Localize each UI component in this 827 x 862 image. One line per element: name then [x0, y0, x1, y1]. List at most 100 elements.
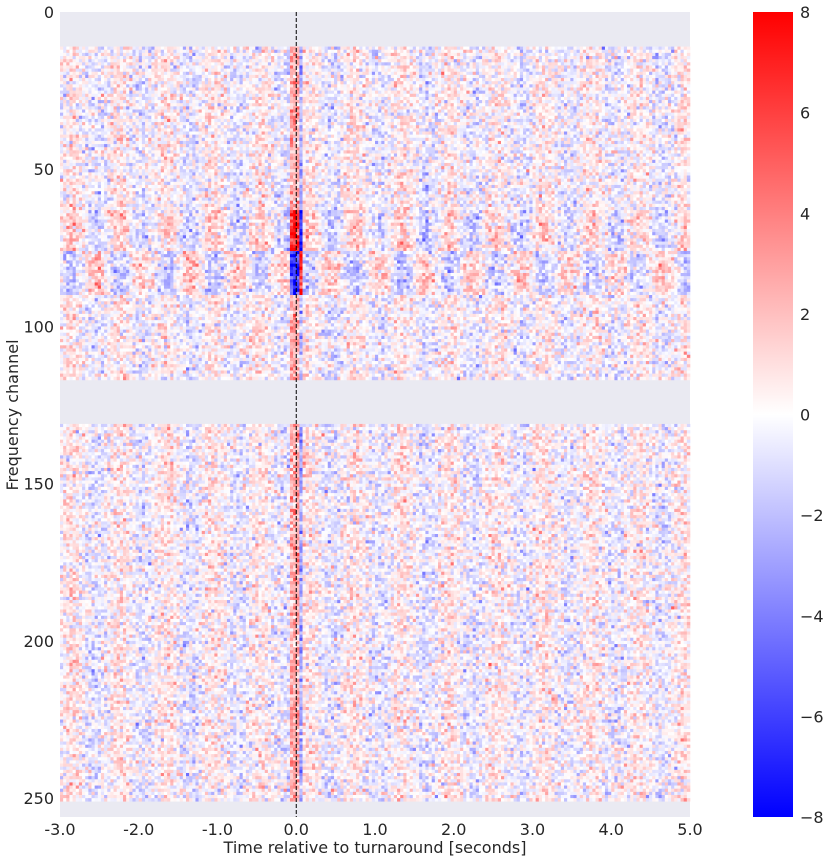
heatmap-cell [177, 81, 180, 84]
heatmap-cell [243, 106, 246, 109]
heatmap-cell [671, 81, 674, 84]
heatmap-cell [592, 87, 595, 90]
heatmap-cell [145, 94, 148, 97]
heatmap-cell [636, 94, 639, 97]
heatmap-cell [195, 94, 198, 97]
heatmap-cell [136, 59, 139, 62]
heatmap-cell [224, 62, 227, 65]
heatmap-cell [76, 91, 79, 94]
heatmap-cell [391, 116, 394, 119]
heatmap-cell [224, 56, 227, 59]
heatmap-cell [337, 94, 340, 97]
heatmap-cell [353, 72, 356, 75]
heatmap-cell [372, 116, 375, 119]
heatmap-cell [208, 122, 211, 125]
heatmap-cell [208, 91, 211, 94]
heatmap-cell [88, 65, 91, 68]
heatmap-cell [274, 109, 277, 112]
heatmap-cell [611, 75, 614, 78]
heatmap-cell [652, 53, 655, 56]
heatmap-cell [73, 69, 76, 72]
heatmap-cell [271, 65, 274, 68]
heatmap-cell [495, 84, 498, 87]
heatmap-cell [659, 97, 662, 100]
heatmap-cell [227, 113, 230, 116]
heatmap-cell [120, 81, 123, 84]
heatmap-cell [684, 87, 687, 90]
heatmap-cell [95, 59, 98, 62]
heatmap-cell [630, 47, 633, 50]
heatmap-cell [573, 69, 576, 72]
heatmap-cell [677, 113, 680, 116]
heatmap-cell [422, 81, 425, 84]
heatmap-cell [325, 78, 328, 81]
heatmap-cell [303, 84, 306, 87]
heatmap-cell [643, 72, 646, 75]
heatmap-cell [268, 50, 271, 53]
heatmap-cell [350, 47, 353, 50]
heatmap-cell [596, 113, 599, 116]
heatmap-cell [435, 97, 438, 100]
heatmap-cell [567, 50, 570, 53]
heatmap-cell [255, 62, 258, 65]
heatmap-cell [659, 119, 662, 122]
heatmap-cell [321, 47, 324, 50]
heatmap-cell [381, 56, 384, 59]
heatmap-cell [580, 47, 583, 50]
heatmap-cell [230, 47, 233, 50]
heatmap-cell [479, 69, 482, 72]
heatmap-cell [211, 56, 214, 59]
heatmap-cell [76, 87, 79, 90]
heatmap-cell [662, 116, 665, 119]
heatmap-cell [356, 94, 359, 97]
heatmap-cell [199, 84, 202, 87]
heatmap-cell [274, 72, 277, 75]
heatmap-cell [441, 72, 444, 75]
heatmap-cell [104, 91, 107, 94]
heatmap-cell [101, 56, 104, 59]
heatmap-cell [104, 62, 107, 65]
heatmap-cell [410, 100, 413, 103]
heatmap-cell [132, 103, 135, 106]
heatmap-cell [457, 109, 460, 112]
heatmap-cell [205, 78, 208, 81]
heatmap-plot-area[interactable] [60, 12, 690, 817]
heatmap-cell [463, 65, 466, 68]
heatmap-cell [394, 109, 397, 112]
heatmap-cell [186, 56, 189, 59]
heatmap-cell [551, 106, 554, 109]
heatmap-cell [533, 59, 536, 62]
heatmap-cell [180, 84, 183, 87]
heatmap-cell [164, 72, 167, 75]
heatmap-cell [312, 75, 315, 78]
heatmap-cell [558, 65, 561, 68]
heatmap-cell [624, 78, 627, 81]
heatmap-cell [69, 113, 72, 116]
heatmap-cell [652, 72, 655, 75]
heatmap-cell [255, 50, 258, 53]
heatmap-cell [145, 65, 148, 68]
heatmap-cell [435, 62, 438, 65]
heatmap-cell [548, 53, 551, 56]
heatmap-cell [460, 87, 463, 90]
heatmap-cell [92, 97, 95, 100]
heatmap-cell [470, 47, 473, 50]
heatmap-cell [485, 84, 488, 87]
heatmap-cell [677, 81, 680, 84]
heatmap-cell [306, 109, 309, 112]
heatmap-cell [476, 91, 479, 94]
heatmap-cell [107, 91, 110, 94]
heatmap-cell [167, 103, 170, 106]
heatmap-cell [230, 78, 233, 81]
heatmap-cell [98, 62, 101, 65]
heatmap-cell [136, 84, 139, 87]
heatmap-cell [240, 87, 243, 90]
heatmap-cell [95, 72, 98, 75]
heatmap-cell [614, 113, 617, 116]
heatmap-cell [618, 94, 621, 97]
heatmap-cell [208, 56, 211, 59]
heatmap-cell [413, 91, 416, 94]
heatmap-cell [258, 109, 261, 112]
heatmap-cell [441, 97, 444, 100]
heatmap-cell [492, 122, 495, 125]
